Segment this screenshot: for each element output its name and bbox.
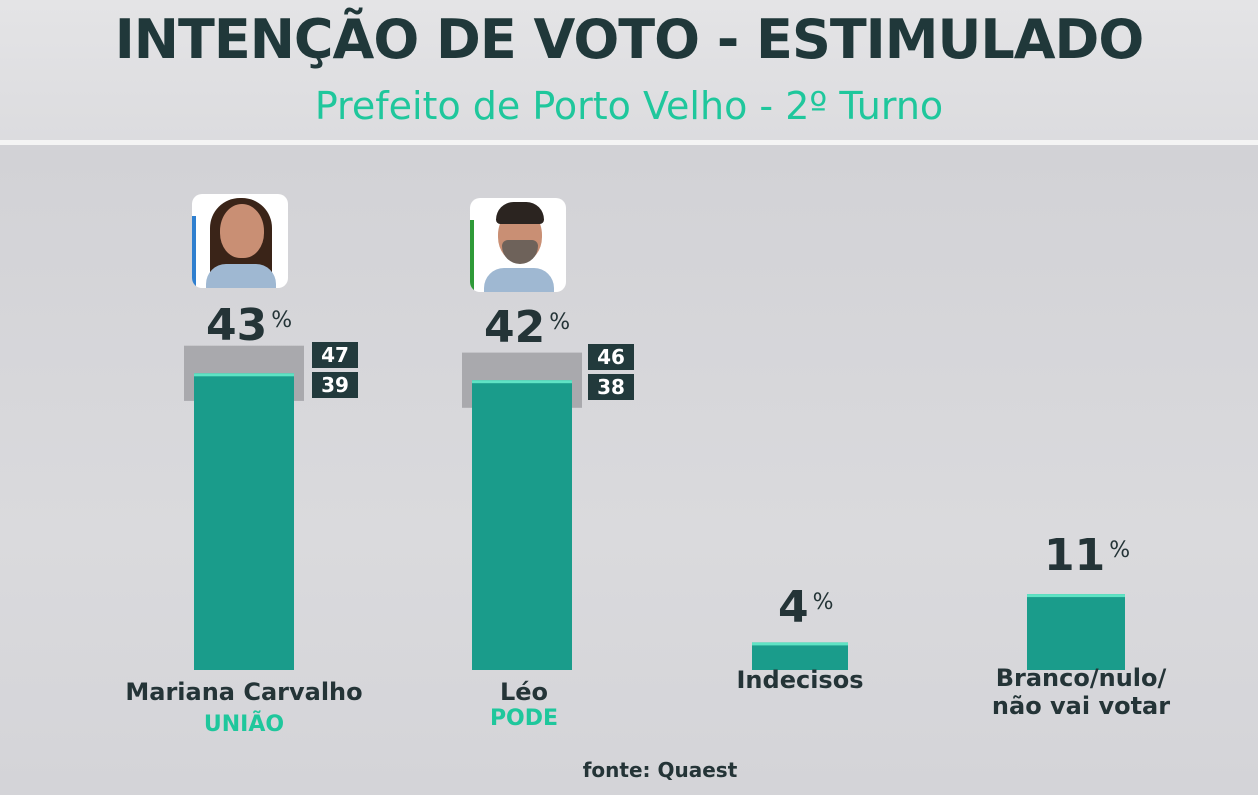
face-shape bbox=[220, 204, 264, 258]
bar-value-label: 4% bbox=[778, 582, 834, 633]
candidate-photo-icon bbox=[470, 198, 566, 292]
chart-header: INTENÇÃO DE VOTO - ESTIMULADO Prefeito d… bbox=[0, 0, 1258, 140]
bar-value-label: 11% bbox=[1044, 530, 1131, 581]
chart-subtitle: Prefeito de Porto Velho - 2º Turno bbox=[314, 84, 944, 128]
bar bbox=[752, 642, 848, 670]
category-label: Indecisos bbox=[736, 666, 864, 694]
candidate-name: Mariana Carvalho bbox=[125, 678, 363, 706]
beard-shape bbox=[502, 240, 538, 264]
bar-top-highlight bbox=[472, 380, 572, 384]
bar bbox=[472, 380, 572, 670]
margin-lower-badge: 39 bbox=[312, 372, 358, 398]
shirt-shape bbox=[484, 268, 554, 292]
bar-top-highlight bbox=[1027, 594, 1125, 598]
margin-upper-badge: 47 bbox=[312, 342, 358, 368]
bar-top-highlight bbox=[194, 373, 294, 377]
category-label-line2: não vai votar bbox=[991, 692, 1171, 720]
chart-title: INTENÇÃO DE VOTO - ESTIMULADO bbox=[114, 8, 1145, 71]
header-divider bbox=[0, 140, 1258, 145]
shirt-shape bbox=[206, 264, 276, 288]
bar-top-highlight bbox=[752, 642, 848, 646]
party-accent-bar bbox=[192, 216, 196, 288]
source-note: fonte: Quaest bbox=[582, 758, 738, 782]
candidate-party: PODE bbox=[489, 706, 559, 731]
margin-upper-badge: 46 bbox=[588, 344, 634, 370]
hair-shape bbox=[496, 202, 544, 224]
bar bbox=[1027, 594, 1125, 670]
margin-lower-badge: 38 bbox=[588, 374, 634, 400]
category-label-line1: Branco/nulo/ bbox=[995, 664, 1167, 692]
bar bbox=[194, 373, 294, 670]
candidate-party: UNIÃO bbox=[203, 712, 285, 737]
party-accent-bar bbox=[470, 220, 474, 292]
candidate-photo-icon bbox=[192, 194, 288, 288]
candidate-name: Léo bbox=[499, 678, 549, 706]
bar-value-label: 43% bbox=[206, 300, 293, 351]
bar-value-label: 42% bbox=[484, 302, 571, 353]
